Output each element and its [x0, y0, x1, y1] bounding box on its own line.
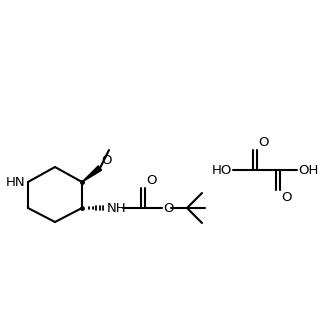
Text: O: O — [258, 136, 269, 149]
Polygon shape — [82, 166, 102, 182]
Text: O: O — [163, 202, 174, 214]
Text: HO: HO — [212, 163, 232, 177]
Text: HN: HN — [5, 176, 25, 188]
Text: O: O — [146, 174, 156, 187]
Text: O: O — [101, 154, 112, 167]
Text: NH: NH — [107, 202, 127, 214]
Text: OH: OH — [298, 163, 318, 177]
Text: O: O — [281, 191, 291, 204]
